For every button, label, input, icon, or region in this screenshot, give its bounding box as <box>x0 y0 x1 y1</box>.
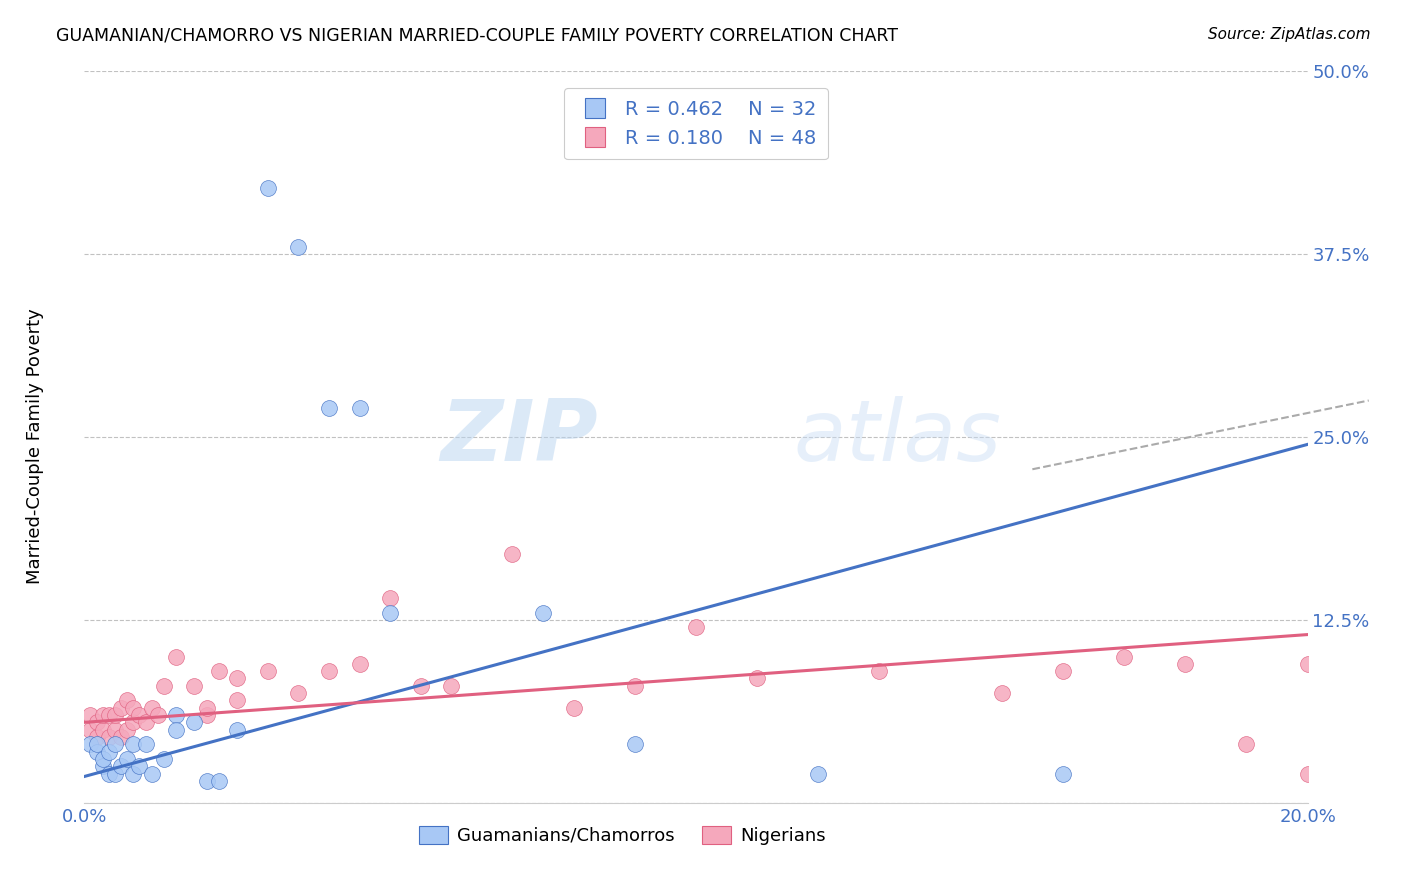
Point <box>195 700 218 714</box>
Point <box>97 766 120 780</box>
Point <box>318 664 340 678</box>
Point <box>562 700 585 714</box>
Point <box>1296 657 1319 671</box>
Point <box>135 737 157 751</box>
Point <box>380 591 402 605</box>
Point <box>208 773 231 788</box>
Point <box>110 730 132 744</box>
Text: atlas: atlas <box>794 395 1002 479</box>
Point <box>86 745 108 759</box>
Point <box>624 737 647 751</box>
Point <box>122 766 145 780</box>
Point <box>869 664 891 678</box>
Point <box>409 679 432 693</box>
Text: GUAMANIAN/CHAMORRO VS NIGERIAN MARRIED-COUPLE FAMILY POVERTY CORRELATION CHART: GUAMANIAN/CHAMORRO VS NIGERIAN MARRIED-C… <box>56 27 898 45</box>
Text: ZIP: ZIP <box>440 395 598 479</box>
Point <box>349 401 371 415</box>
Point <box>79 737 101 751</box>
Point <box>165 723 187 737</box>
Point <box>79 708 101 723</box>
Point <box>226 672 249 686</box>
Point <box>1236 737 1258 751</box>
Point <box>349 657 371 671</box>
Point <box>531 606 554 620</box>
Point <box>1296 766 1319 780</box>
Point <box>110 759 132 773</box>
Point <box>141 700 163 714</box>
Point <box>122 715 145 730</box>
Point <box>183 715 205 730</box>
Point <box>257 664 280 678</box>
Point <box>257 181 280 195</box>
Point <box>807 766 830 780</box>
Point <box>141 766 163 780</box>
Point <box>153 679 176 693</box>
Point <box>97 708 120 723</box>
Point <box>104 723 127 737</box>
Point <box>1174 657 1197 671</box>
Point <box>79 723 101 737</box>
Point <box>97 730 120 744</box>
Point <box>195 773 218 788</box>
Point <box>128 759 150 773</box>
Point <box>122 700 145 714</box>
Text: Source: ZipAtlas.com: Source: ZipAtlas.com <box>1208 27 1371 42</box>
Point <box>1052 664 1074 678</box>
Point <box>165 649 187 664</box>
Point <box>91 752 114 766</box>
Point <box>104 737 127 751</box>
Point <box>226 693 249 707</box>
Point <box>115 693 138 707</box>
Point <box>502 547 524 561</box>
Point <box>208 664 231 678</box>
Point <box>104 766 127 780</box>
Point <box>86 715 108 730</box>
Point <box>195 708 218 723</box>
Point <box>624 679 647 693</box>
Point <box>91 708 114 723</box>
Point <box>128 708 150 723</box>
Point <box>183 679 205 693</box>
Point <box>91 723 114 737</box>
Point <box>318 401 340 415</box>
Point <box>1052 766 1074 780</box>
Point <box>115 723 138 737</box>
Point <box>104 708 127 723</box>
Point <box>287 686 309 700</box>
Point <box>440 679 463 693</box>
Point <box>153 752 176 766</box>
Point <box>1114 649 1136 664</box>
Point <box>991 686 1014 700</box>
Point <box>226 723 249 737</box>
Point <box>146 708 169 723</box>
Point <box>86 737 108 751</box>
Point <box>380 606 402 620</box>
Point <box>86 730 108 744</box>
Point <box>135 715 157 730</box>
Point <box>115 752 138 766</box>
Point <box>91 759 114 773</box>
Point <box>747 672 769 686</box>
Legend: Guamanians/Chamorros, Nigerians: Guamanians/Chamorros, Nigerians <box>419 826 825 845</box>
Point <box>97 745 120 759</box>
Point <box>685 620 707 634</box>
Point <box>165 708 187 723</box>
Point <box>110 700 132 714</box>
Text: Married-Couple Family Poverty: Married-Couple Family Poverty <box>27 308 44 584</box>
Point <box>287 240 309 254</box>
Point <box>122 737 145 751</box>
